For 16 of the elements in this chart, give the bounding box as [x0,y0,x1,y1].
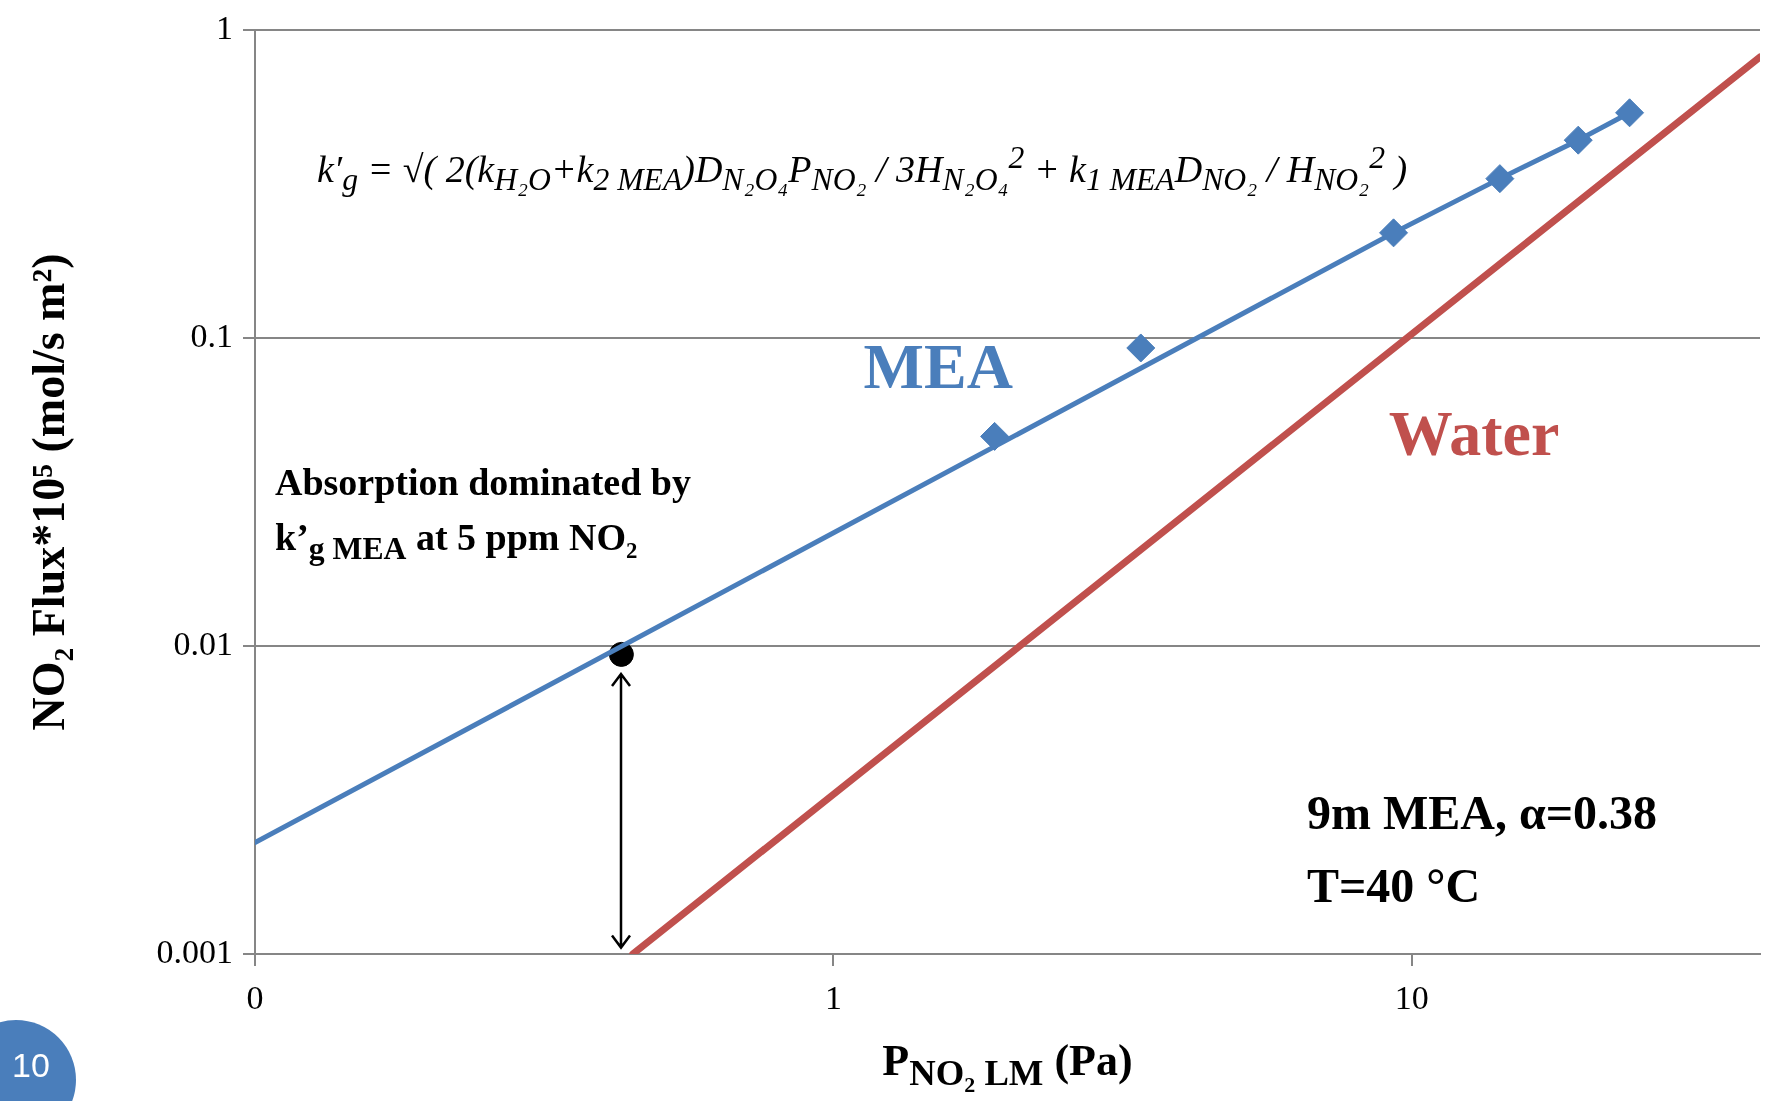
y-tick-label: 0.01 [173,625,233,663]
annotation: T=40 °C [1307,858,1481,913]
text: 10 [11,1045,51,1086]
series-label: Water [1388,398,1560,470]
text: k′$_{g}$ = √( 2(k$_{H₂O}$+k$_{2 MEA}$)D$_{N₂O₄}$P$_{NO₂}$ / 3H$_{N₂O₄}$$^{2}$ + k$_{1 MEA}$D$_{NO₂}$ / H$_{NO₂}$$^{2}$ ) [317,140,1408,198]
y-tick-label: 0.1 [190,317,233,355]
series-label: MEA [863,330,1013,402]
y-tick-label: 1 [216,9,233,47]
annotation: Absorption dominated by k’$_{g MEA}$ at 5 ppm NO₂ [275,460,692,568]
x-tick-label: 0 [246,979,264,1017]
x-tick-label: 1 [824,979,842,1017]
annotation: 9m MEA, α=0.38 [1307,785,1658,840]
y-tick-label: 0.001 [156,932,233,970]
x-tick-label: 10 [1394,979,1429,1017]
x-axis-title: P$_{NO₂ LM}$ (Pa) [882,1035,1133,1094]
y-axis-title: NO₂ Flux*10⁵ (mol/s m²) [21,253,75,731]
